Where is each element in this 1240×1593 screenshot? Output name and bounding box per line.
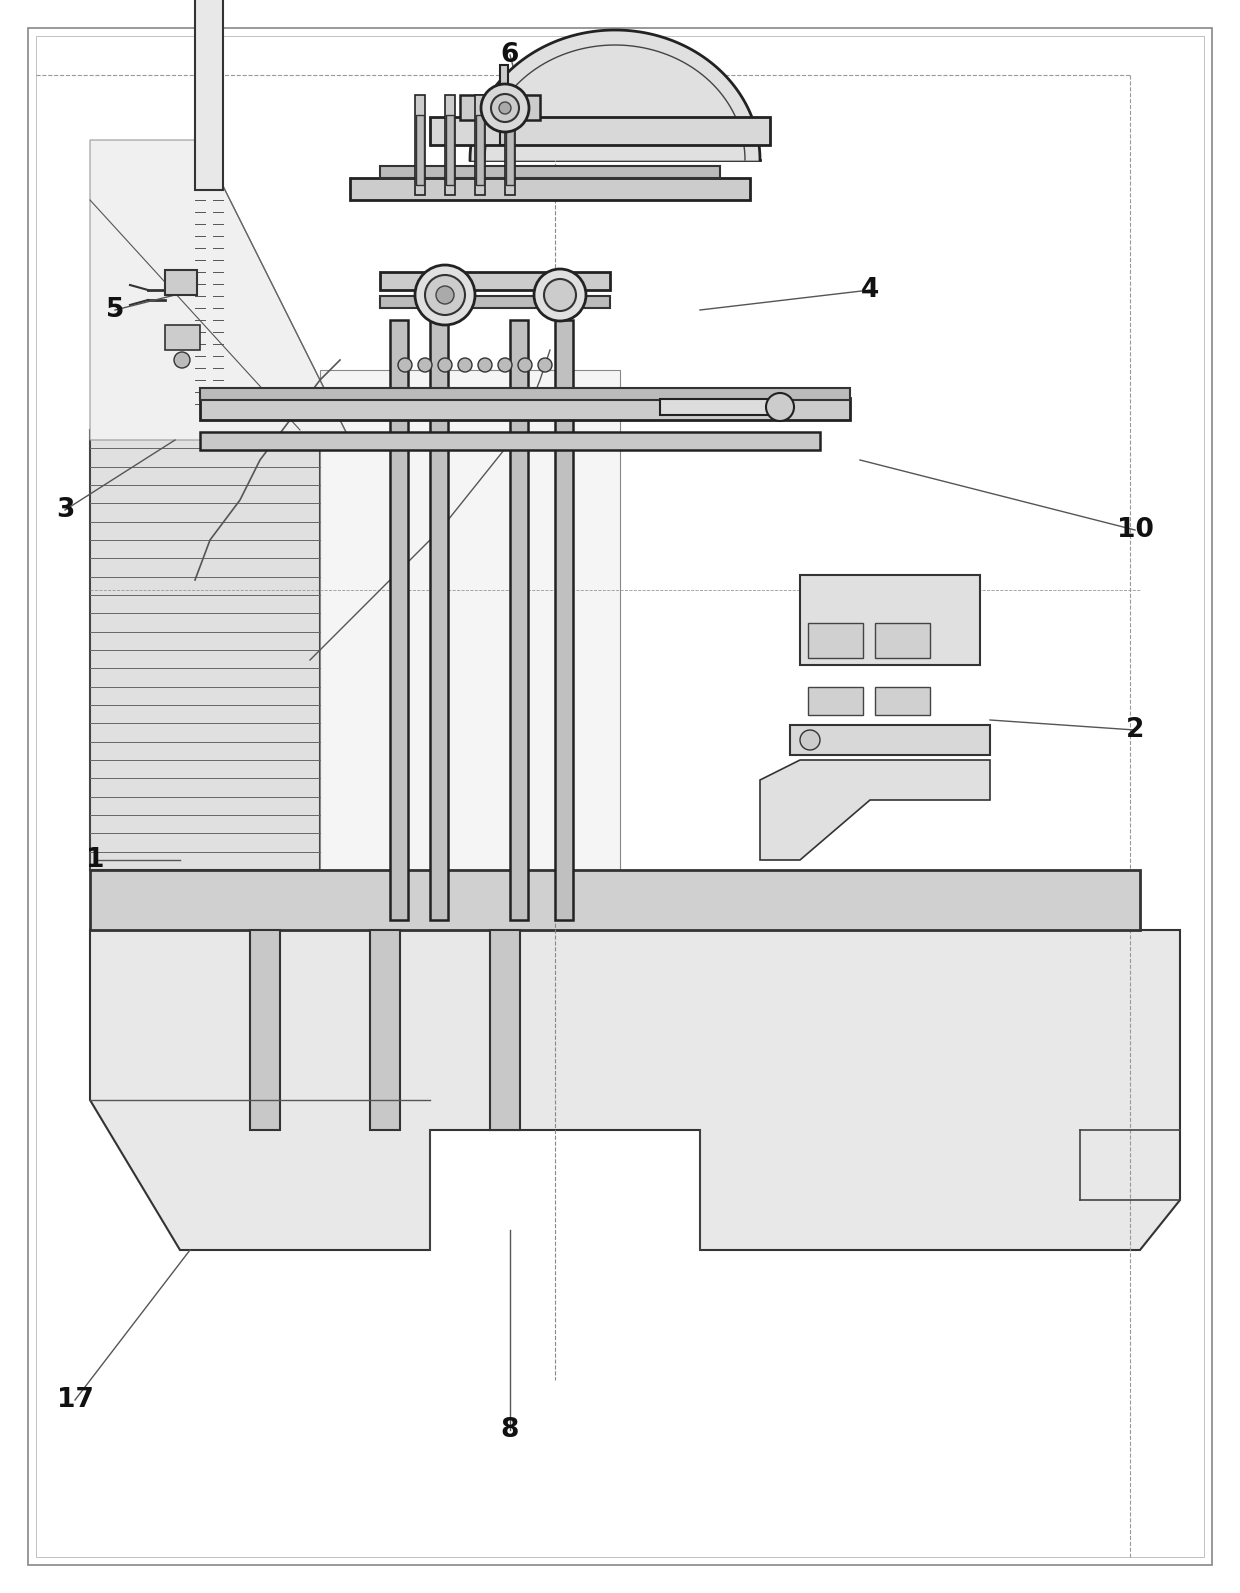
Polygon shape (91, 140, 350, 440)
Bar (660, 398, 770, 416)
Circle shape (534, 269, 587, 322)
Circle shape (425, 276, 465, 315)
Bar (556, 320, 573, 921)
Bar (475, 96, 485, 194)
Bar (379, 296, 610, 307)
Bar (510, 320, 528, 921)
Bar (445, 96, 455, 194)
Bar (490, 930, 520, 1129)
Circle shape (458, 358, 472, 373)
Bar (875, 623, 930, 658)
Polygon shape (470, 30, 760, 159)
Circle shape (544, 279, 577, 311)
Circle shape (800, 730, 820, 750)
Circle shape (398, 358, 412, 373)
Text: 8: 8 (501, 1418, 520, 1443)
Text: 17: 17 (57, 1388, 93, 1413)
Bar (505, 96, 515, 194)
Bar (476, 115, 484, 185)
Circle shape (418, 358, 432, 373)
Bar (91, 870, 1140, 930)
Bar (500, 65, 508, 145)
Text: 1: 1 (86, 847, 104, 873)
Bar (379, 272, 610, 290)
Polygon shape (760, 760, 990, 860)
Circle shape (415, 264, 475, 325)
Bar (446, 115, 454, 185)
Text: 4: 4 (861, 277, 879, 303)
Circle shape (174, 352, 190, 368)
Circle shape (538, 358, 552, 373)
Bar (875, 687, 930, 715)
Bar (800, 575, 980, 664)
Bar (250, 930, 280, 1129)
Bar (415, 115, 424, 185)
Bar (808, 623, 863, 658)
Bar (460, 96, 539, 119)
Circle shape (518, 358, 532, 373)
Circle shape (477, 358, 492, 373)
Bar (790, 725, 990, 755)
Bar (430, 116, 770, 145)
Text: 10: 10 (1116, 518, 1153, 543)
Circle shape (498, 102, 511, 115)
Bar (415, 96, 425, 194)
Bar (320, 370, 620, 870)
Bar (430, 320, 448, 921)
Text: 3: 3 (56, 497, 74, 523)
Circle shape (436, 287, 454, 304)
Bar (808, 687, 863, 715)
Text: 6: 6 (501, 41, 520, 68)
Bar (200, 432, 820, 449)
Circle shape (491, 94, 520, 123)
Text: 2: 2 (1126, 717, 1145, 742)
Circle shape (766, 393, 794, 421)
Circle shape (498, 358, 512, 373)
Bar (200, 389, 849, 400)
Bar (506, 115, 515, 185)
Bar (350, 178, 750, 201)
Bar (391, 320, 408, 921)
Polygon shape (91, 930, 1180, 1251)
Text: 5: 5 (105, 296, 124, 323)
Circle shape (481, 84, 529, 132)
Bar (165, 325, 200, 350)
Bar (165, 269, 197, 295)
Bar (370, 930, 401, 1129)
Circle shape (438, 358, 453, 373)
Bar (379, 166, 720, 178)
Bar (195, 0, 223, 190)
Bar (91, 430, 320, 870)
Bar (200, 398, 849, 421)
